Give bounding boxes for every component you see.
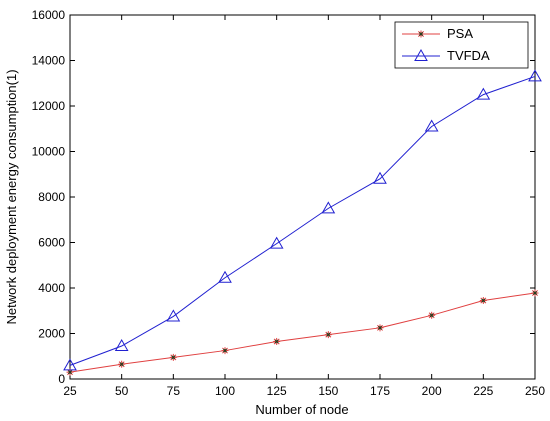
y-tick-label: 2000 (38, 327, 65, 341)
x-tick-label: 250 (525, 384, 545, 398)
series-layer (63, 69, 542, 376)
series-tvfda (63, 69, 542, 371)
data-point (424, 119, 439, 132)
data-point (324, 331, 332, 339)
series-line (69, 292, 536, 373)
data-point (269, 236, 284, 249)
data-point (428, 311, 436, 319)
data-point (114, 339, 129, 352)
x-tick-label: 125 (267, 384, 287, 398)
data-point (531, 289, 539, 297)
x-tick-label: 50 (115, 384, 129, 398)
data-point (166, 309, 181, 322)
y-axis-label: Network deployment energy consumption(1) (4, 69, 19, 324)
legend-tvfda-marker (414, 48, 428, 61)
data-point (376, 324, 384, 332)
y-tick-label: 6000 (38, 236, 65, 250)
x-tick-label: 200 (422, 384, 442, 398)
data-point (66, 368, 74, 376)
data-point (321, 201, 336, 214)
x-tick-label: 150 (318, 384, 338, 398)
y-tick-label: 0 (58, 372, 65, 386)
x-axis-label: Number of node (255, 402, 348, 417)
y-tick-label: 4000 (38, 281, 65, 295)
data-point (273, 337, 281, 345)
data-point (63, 358, 77, 371)
legend-tvfda-label: TVFDA (447, 48, 490, 63)
legend-tvfda-symbol (414, 48, 428, 61)
series-line (69, 75, 536, 366)
data-point (118, 360, 126, 368)
plot-area (69, 14, 536, 380)
legend-psa-symbol (417, 30, 425, 38)
legend-psa-label: PSA (447, 26, 473, 41)
legend: PSA TVFDA (394, 21, 529, 69)
y-tick-label: 12000 (32, 99, 66, 113)
data-point (169, 353, 177, 361)
data-point (528, 69, 542, 82)
x-axis: 25 50 75 100 125 150 175 200 225 250 (63, 15, 545, 398)
y-tick-label: 8000 (38, 190, 65, 204)
data-point (221, 347, 229, 355)
data-point (218, 270, 232, 283)
data-point (479, 297, 487, 305)
y-tick-label: 10000 (32, 145, 66, 159)
series-psa (66, 289, 539, 376)
x-tick-label: 75 (167, 384, 181, 398)
data-point (476, 87, 491, 100)
x-tick-label: 225 (473, 384, 493, 398)
data-point (373, 171, 387, 184)
x-tick-label: 100 (215, 384, 235, 398)
legend-psa-marker (417, 30, 425, 38)
y-tick-label: 16000 (32, 8, 66, 22)
y-axis: 0 2000 4000 6000 8000 10000 12000 14000 16000 (32, 8, 535, 386)
y-tick-label: 14000 (32, 54, 66, 68)
x-tick-label: 175 (370, 384, 390, 398)
x-tick-label: 25 (63, 384, 77, 398)
